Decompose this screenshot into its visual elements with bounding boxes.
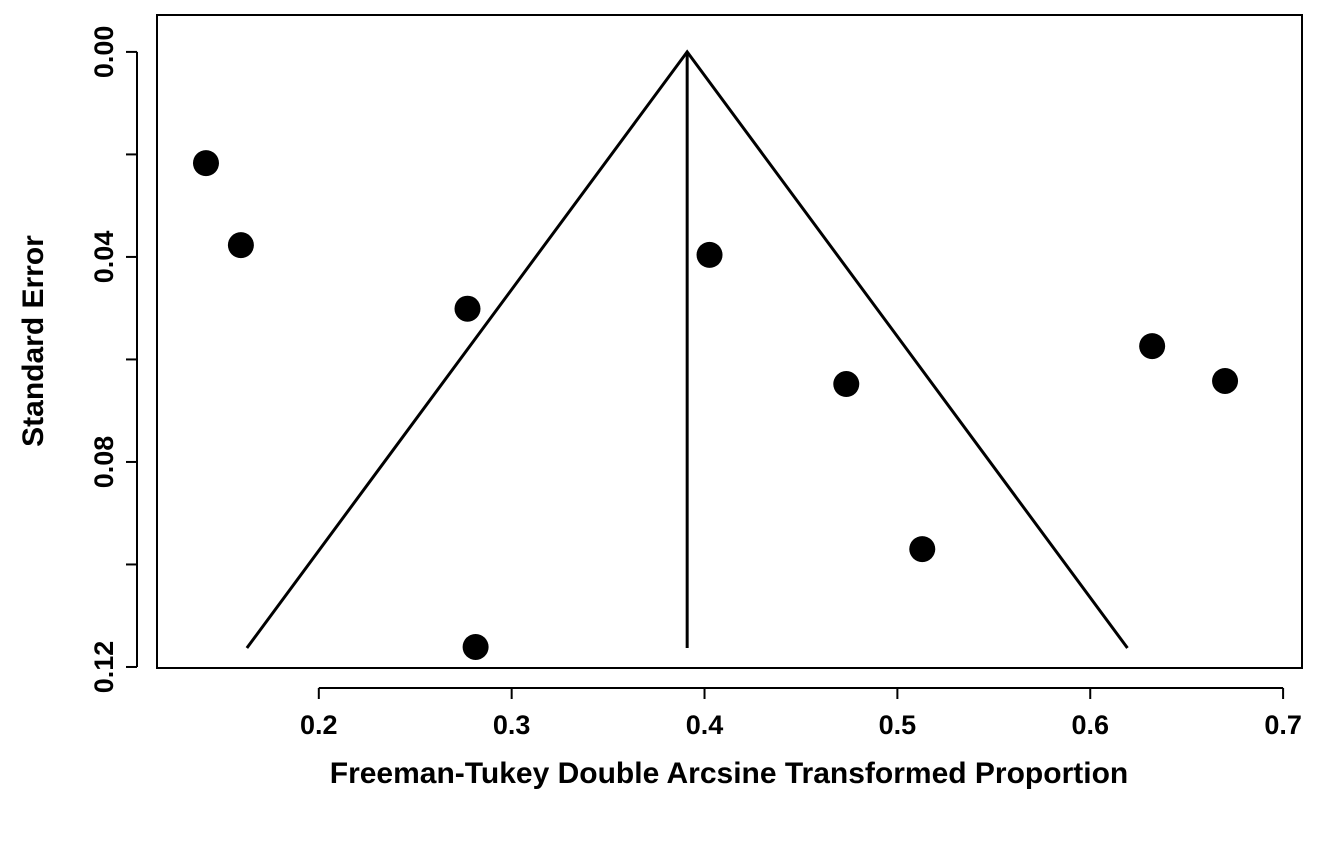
y-tick-label: 0.00 — [89, 26, 119, 79]
plot-frame — [156, 14, 1303, 669]
x-axis-title: Freeman-Tukey Double Arcsine Transformed… — [330, 757, 1129, 790]
y-axis-title: Standard Error — [17, 235, 50, 447]
point — [227, 232, 254, 259]
x-tick-label: 0.3 — [493, 710, 531, 740]
x-tick-label: 0.2 — [300, 710, 338, 740]
point — [833, 371, 860, 398]
point — [1212, 367, 1239, 394]
point — [454, 295, 481, 322]
x-tick-label: 0.6 — [1071, 710, 1109, 740]
point — [1139, 333, 1166, 360]
y-tick-label: 0.12 — [89, 641, 119, 694]
x-tick-label: 0.7 — [1264, 710, 1302, 740]
point — [909, 536, 936, 563]
point — [462, 633, 489, 660]
y-tick-label: 0.08 — [89, 436, 119, 489]
point — [192, 150, 219, 177]
x-tick-label: 0.5 — [879, 710, 917, 740]
point — [696, 241, 723, 268]
funnel-line — [245, 49, 1129, 649]
y-tick-label: 0.04 — [89, 231, 119, 284]
x-tick-label: 0.4 — [686, 710, 724, 740]
